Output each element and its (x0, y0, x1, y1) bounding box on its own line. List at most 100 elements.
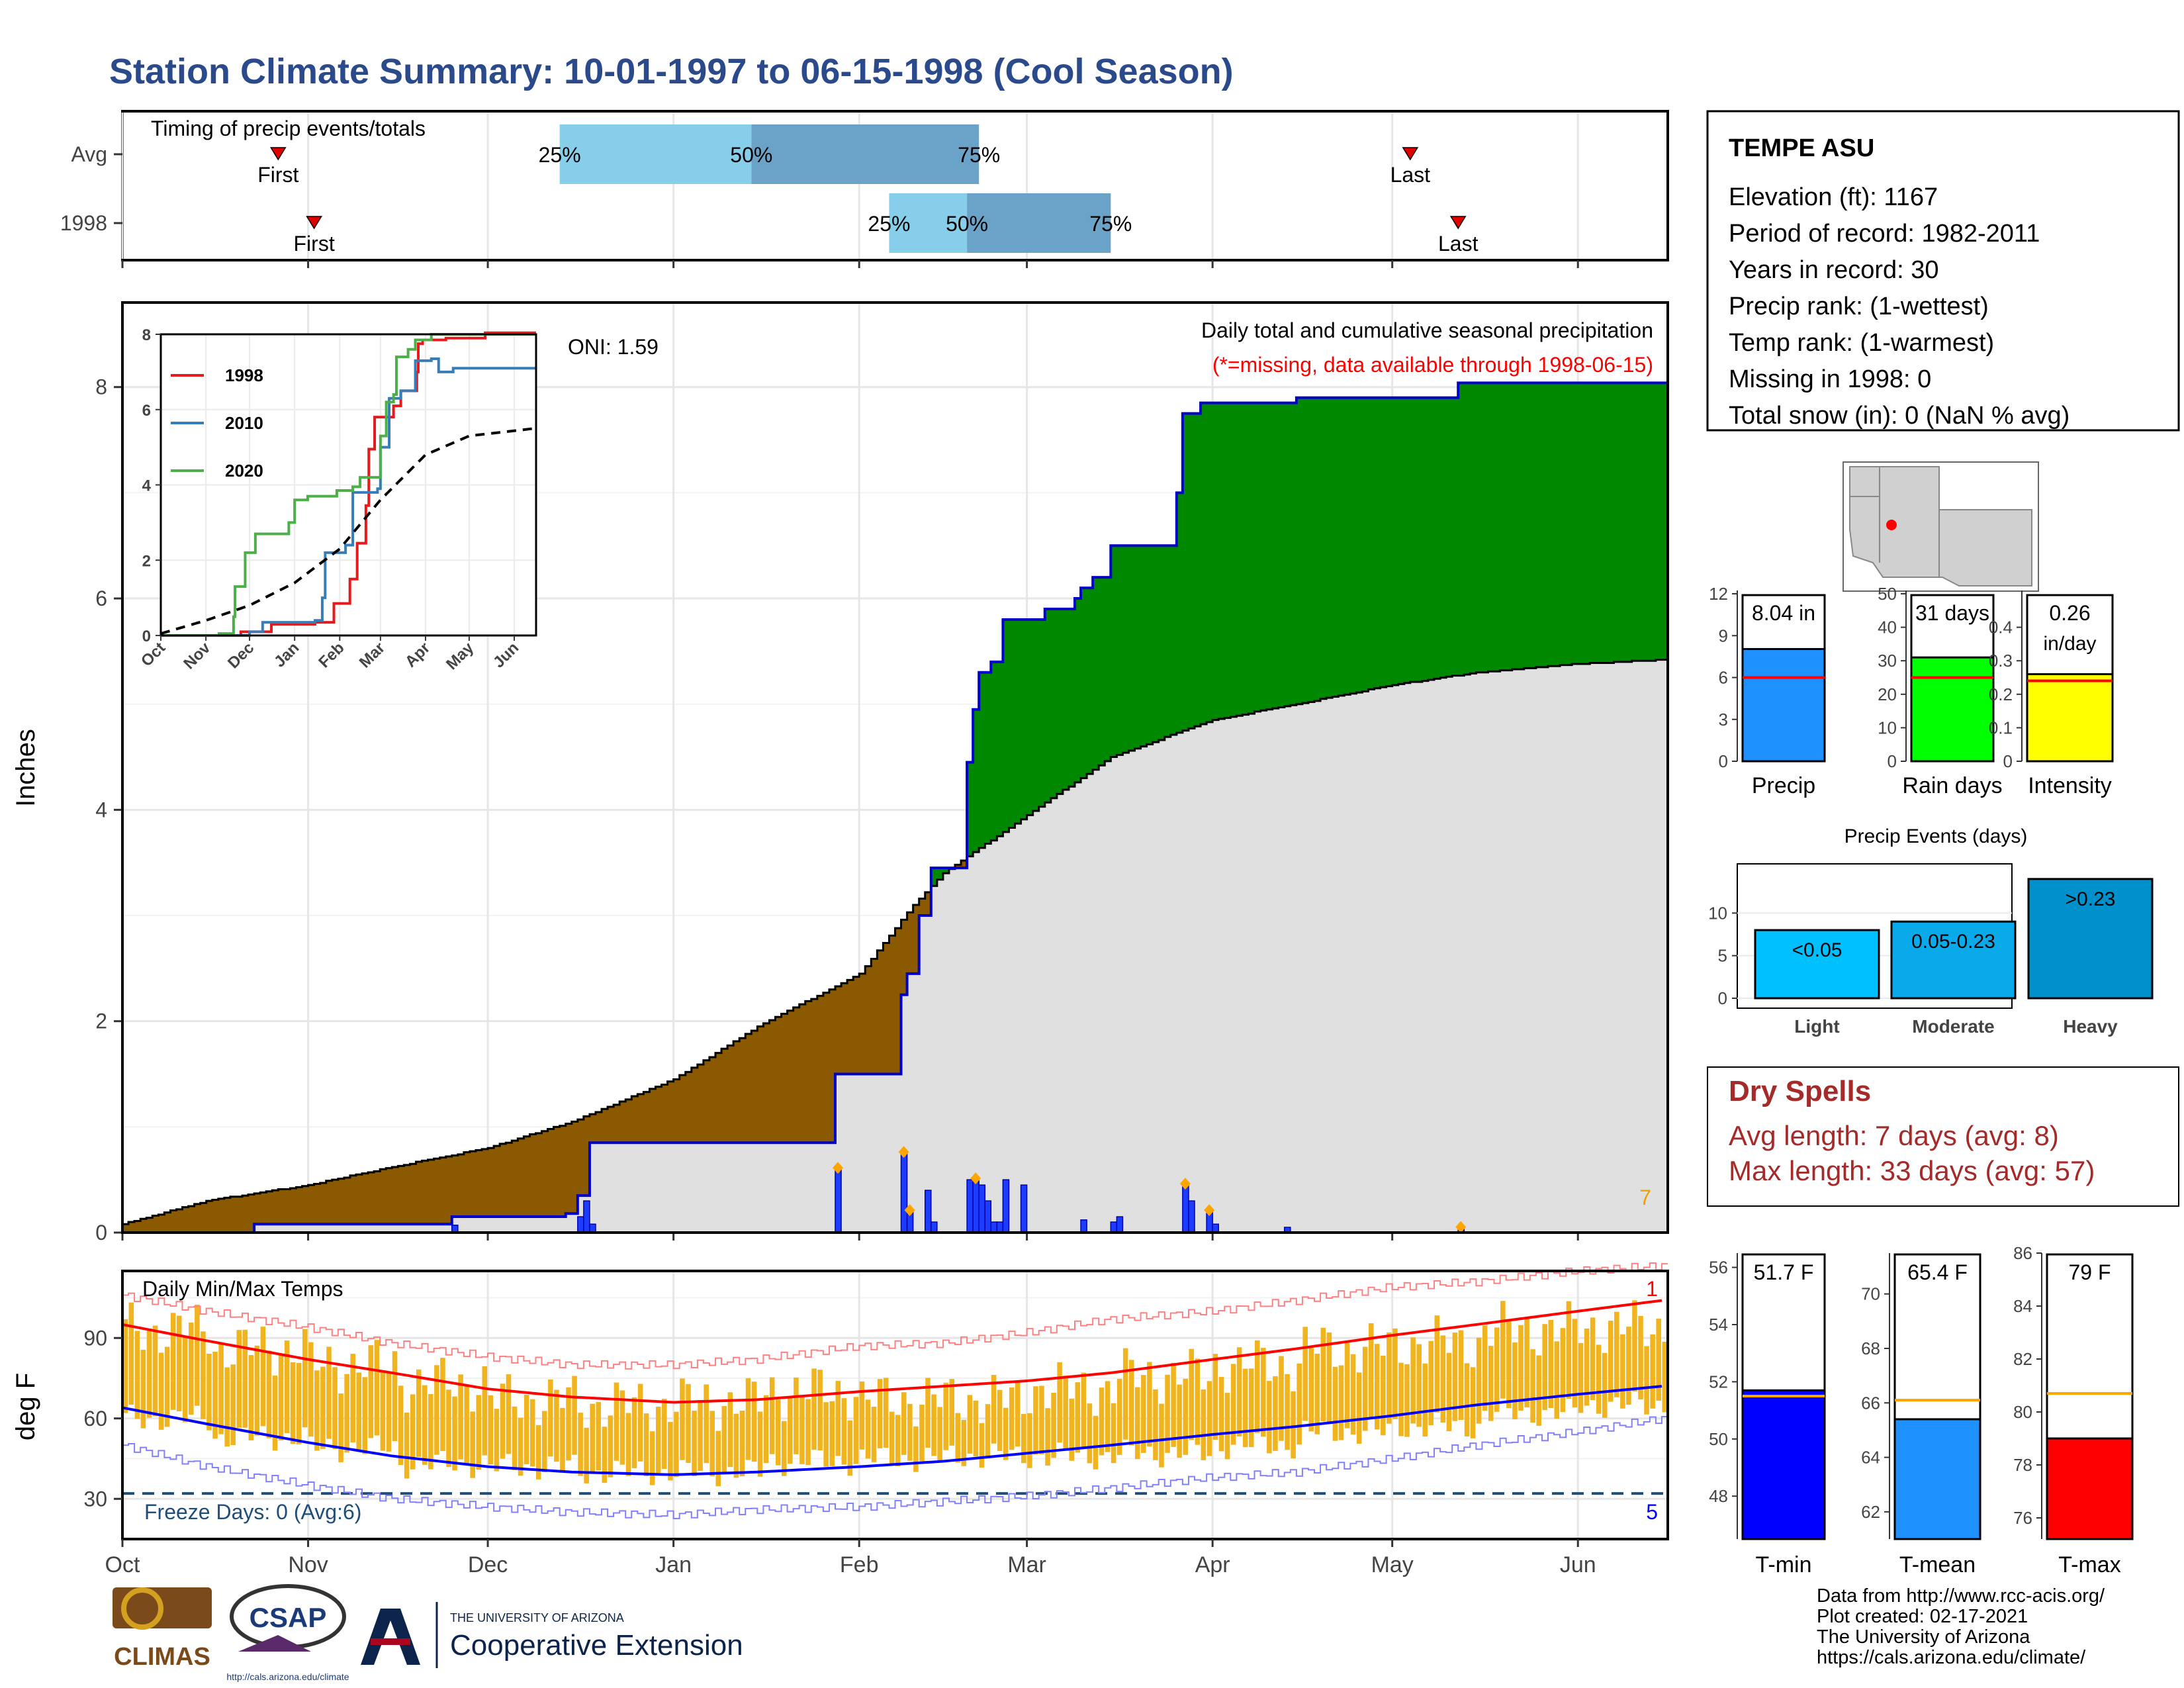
daily-temp-bar (859, 1381, 865, 1450)
deficit-segment (380, 1169, 387, 1225)
deficit-segment (272, 1190, 279, 1225)
timing-quantile-label: 25% (868, 212, 910, 236)
daily-temp-bar (1434, 1315, 1440, 1413)
daily-temp-bar (1285, 1374, 1290, 1450)
surplus-segment (1500, 383, 1507, 671)
daily-temp-bar (1452, 1333, 1458, 1421)
deficit-segment (583, 1116, 590, 1196)
summary-category-label: Precip (1752, 773, 1815, 798)
daily-temp-bar (1147, 1362, 1152, 1447)
daily-temp-bar (1368, 1323, 1374, 1419)
surplus-segment (1075, 598, 1081, 782)
deficit-segment (595, 1111, 602, 1143)
surplus-segment (1332, 397, 1339, 697)
daily-temp-bar (1051, 1392, 1056, 1458)
daily-temp-bar (1404, 1364, 1410, 1437)
daily-precip-bar (966, 1179, 974, 1233)
surplus-segment (1044, 609, 1052, 803)
oni-label: ONI: 1.59 (568, 335, 659, 359)
daily-temp-bar (434, 1365, 439, 1455)
deficit-segment (643, 1092, 651, 1143)
daily-temp-bar (1620, 1334, 1625, 1409)
daily-precip-bar (931, 1221, 938, 1233)
deficit-segment (457, 1154, 465, 1217)
daily-temp-bar (338, 1393, 343, 1462)
temp-y-tick-label: 90 (83, 1326, 107, 1350)
daily-temp-bar (464, 1384, 469, 1465)
surplus-segment (1547, 383, 1555, 667)
daily-temp-bar (1206, 1381, 1212, 1456)
csap-logo: CSAP http://cals.arizona.edu/climate (226, 1584, 349, 1682)
summary-y-tick-label: 3 (1719, 710, 1728, 729)
daily-precip-bar (1182, 1184, 1189, 1233)
daily-temp-bar (260, 1327, 266, 1427)
location-map (1843, 461, 2039, 592)
csap-mountain-icon (238, 1635, 311, 1652)
deficit-segment (236, 1196, 243, 1233)
surplus-segment (1170, 545, 1177, 735)
daily-temp-bar (1542, 1324, 1547, 1411)
daily-temp-bar (236, 1330, 242, 1428)
daily-temp-bar (919, 1405, 925, 1462)
daily-temp-bar (1584, 1328, 1590, 1406)
timing-last-label: Last (1390, 163, 1431, 187)
daily-temp-bar (973, 1400, 979, 1457)
deficit-segment (811, 999, 818, 1143)
daily-temp-bar (254, 1345, 260, 1436)
surplus-segment (1015, 619, 1022, 824)
daily-temp-bar (1027, 1413, 1032, 1468)
daily-temp-bar (709, 1411, 715, 1477)
freeze-days-label: Freeze Days: 0 (Avg:6) (144, 1500, 361, 1524)
daily-temp-bar (1560, 1328, 1566, 1413)
station-frame (1706, 110, 2180, 432)
csap-text: CSAP (250, 1602, 327, 1633)
daily-temp-bar (1326, 1332, 1332, 1424)
daily-precip-bar (996, 1221, 1004, 1233)
surplus-segment (1284, 402, 1291, 706)
daily-temp-bar (566, 1387, 571, 1461)
daily-temp-bar (1099, 1387, 1105, 1456)
summary-y-tick-label: 40 (1878, 618, 1897, 637)
deficit-segment (925, 892, 932, 916)
tsummary-y-tick-label: 82 (2013, 1349, 2032, 1369)
surplus-segment (1541, 383, 1549, 667)
deficit-segment (122, 1224, 129, 1233)
daily-temp-bar (913, 1426, 919, 1472)
timing-last-marker (1402, 147, 1419, 161)
daily-temp-bar (889, 1411, 895, 1465)
surplus-segment (1350, 397, 1357, 694)
surplus-segment (1476, 383, 1483, 673)
temperature-panel: 30 60 90 Oct Nov Dec Jan Feb Mar Apr May Jun Daily … (11, 1262, 1669, 1577)
daily-temp-bar (1650, 1334, 1655, 1409)
daily-temp-bar (721, 1406, 727, 1474)
daily-temp-bar (296, 1362, 302, 1444)
timing-bar-q25-q50 (559, 124, 752, 184)
daily-temp-bar (739, 1411, 745, 1477)
surplus-segment (1111, 545, 1117, 757)
surplus-segment (1320, 397, 1327, 699)
credit-line: Plot created: 02-17-2021 (1817, 1606, 2028, 1627)
summary-bars: 0 3 6 9 12 8.04 in Precip 0 10 20 30 40 50 31 days Rai… (1709, 584, 2114, 798)
surplus-segment (1637, 383, 1645, 661)
daily-temp-bar (189, 1322, 194, 1415)
surplus-segment (1032, 619, 1040, 811)
tsummary-category-label: T-mean (1899, 1552, 1976, 1577)
deficit-segment (332, 1180, 339, 1225)
surplus-segment (1242, 402, 1250, 715)
surplus-segment (1404, 397, 1411, 683)
deficit-segment (775, 1017, 782, 1143)
tsummary-bar-t-mean (1893, 1418, 1981, 1540)
temp-x-tick-label: Apr (1195, 1552, 1230, 1577)
timing-first-label: First (294, 232, 335, 256)
surplus-segment (1619, 383, 1627, 662)
surplus-segment (1446, 397, 1453, 677)
daily-temp-bar (1320, 1327, 1326, 1422)
summary-y-tick-label: 10 (1878, 718, 1897, 737)
temp-x-tick-label: Jan (655, 1552, 692, 1577)
deficit-segment (685, 1072, 692, 1143)
daily-temp-bar (195, 1304, 200, 1406)
surplus-segment (1134, 545, 1142, 749)
daily-temp-bar (1177, 1384, 1182, 1458)
daily-temp-bar (1212, 1354, 1218, 1440)
surplus-segment (1590, 383, 1596, 663)
